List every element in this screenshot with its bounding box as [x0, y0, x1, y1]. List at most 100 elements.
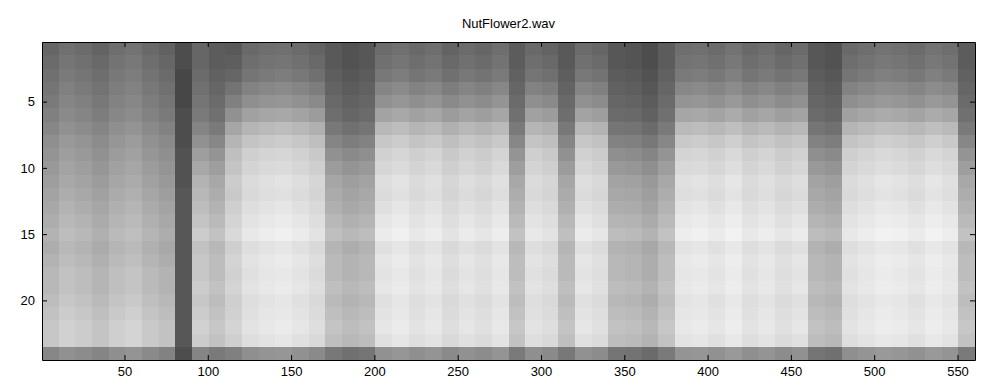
cell [459, 122, 476, 136]
cell [758, 334, 775, 348]
cell [492, 122, 509, 136]
cell [359, 55, 376, 69]
cell [825, 175, 842, 189]
cell [758, 95, 775, 109]
cell [942, 214, 959, 228]
cell [675, 294, 692, 308]
cell [575, 148, 592, 162]
cell [159, 55, 176, 69]
cell [492, 148, 509, 162]
cell [192, 201, 209, 215]
cell [625, 148, 642, 162]
cell [942, 334, 959, 348]
cell [309, 281, 326, 295]
cell [75, 281, 92, 295]
cell [642, 148, 659, 162]
cell [59, 82, 76, 96]
cell [625, 334, 642, 348]
cell [325, 214, 342, 228]
cell [109, 175, 126, 189]
cell [409, 95, 426, 109]
cell [542, 95, 559, 109]
cell [125, 294, 142, 308]
cell [192, 214, 209, 228]
tick-mark [124, 42, 125, 47]
cell [658, 320, 675, 334]
cell [175, 320, 192, 334]
cell [225, 148, 242, 162]
cell [608, 214, 625, 228]
cell [492, 175, 509, 189]
cell [292, 69, 309, 83]
cell [242, 148, 259, 162]
cell [575, 175, 592, 189]
cell [875, 294, 892, 308]
cell [808, 254, 825, 268]
cell [409, 347, 426, 360]
cell [525, 175, 542, 189]
cell [142, 161, 159, 175]
cell [309, 188, 326, 202]
cell [275, 241, 292, 255]
cell [725, 95, 742, 109]
cell [92, 334, 109, 348]
cell [742, 161, 759, 175]
cell [192, 42, 209, 56]
cell [942, 135, 959, 149]
cell [142, 228, 159, 242]
cell [142, 148, 159, 162]
cell [59, 55, 76, 69]
cell [325, 320, 342, 334]
cell [808, 241, 825, 255]
cell [675, 108, 692, 122]
cell [75, 347, 92, 360]
cell [42, 42, 59, 56]
cell [692, 42, 709, 56]
cell [542, 42, 559, 56]
cell [125, 347, 142, 360]
tick-label: 150 [281, 364, 303, 379]
cell [842, 201, 859, 215]
cell [958, 334, 975, 348]
cell [442, 334, 459, 348]
cell [958, 267, 975, 281]
cell [792, 122, 809, 136]
cell [75, 42, 92, 56]
cell [509, 267, 526, 281]
cell [292, 307, 309, 321]
cell [125, 108, 142, 122]
cell [442, 175, 459, 189]
cell [192, 122, 209, 136]
cell [792, 294, 809, 308]
cell [425, 55, 442, 69]
cell [875, 228, 892, 242]
cell [342, 347, 359, 360]
cell [608, 161, 625, 175]
cell [509, 161, 526, 175]
cell [775, 294, 792, 308]
cell [625, 161, 642, 175]
cell [242, 42, 259, 56]
cell [925, 254, 942, 268]
cell [409, 320, 426, 334]
cell [325, 228, 342, 242]
cell [758, 188, 775, 202]
cell [675, 228, 692, 242]
cell [825, 267, 842, 281]
cell [375, 55, 392, 69]
cell [808, 188, 825, 202]
cell [325, 95, 342, 109]
cell [925, 42, 942, 56]
cell [942, 294, 959, 308]
cell [109, 281, 126, 295]
cell [59, 95, 76, 109]
cell [542, 188, 559, 202]
cell [692, 108, 709, 122]
cell [842, 267, 859, 281]
cell [275, 82, 292, 96]
cell [492, 347, 509, 360]
cell [292, 334, 309, 348]
cell [575, 334, 592, 348]
cell [259, 241, 276, 255]
cell [825, 108, 842, 122]
